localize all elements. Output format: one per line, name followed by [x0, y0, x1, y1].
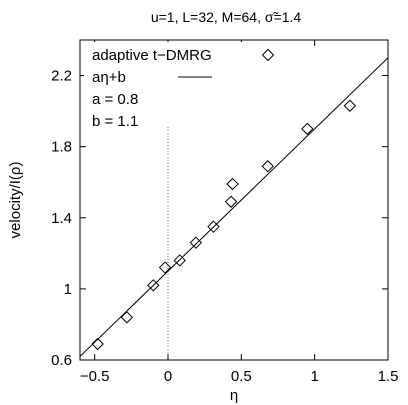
legend-entry-fit-label: aη+b [92, 69, 126, 86]
data-point [120, 311, 134, 324]
data-point [224, 195, 238, 208]
legend-dmrg-marker [261, 48, 275, 62]
plot-area [80, 40, 388, 360]
legend-box [84, 42, 284, 126]
data-point [147, 279, 160, 292]
y-tick-label: 0.6 [51, 352, 72, 369]
chart-title: u=1, L=32, M=64, σ̃=1.4 [151, 9, 302, 25]
data-point [189, 236, 203, 249]
y-tick-label: 1.4 [51, 210, 72, 227]
data-point [301, 122, 314, 136]
data-point [226, 177, 239, 191]
y-axis-label: velocity/I(ρ) [7, 162, 24, 239]
data-point [207, 220, 220, 233]
legend-entry-dmrg-label: adaptive t−DMRG [92, 47, 212, 64]
x-tick-label: 1.5 [378, 368, 399, 385]
data-point [173, 254, 186, 267]
y-tick-label: 1 [64, 281, 72, 298]
data-point [343, 99, 357, 112]
data-point [261, 160, 274, 173]
y-tick-label: 2.2 [51, 68, 72, 85]
x-tick-label: 0.5 [231, 368, 252, 385]
legend: adaptive t−DMRG aη+b a = 0.8 b = 1.1 [84, 42, 284, 130]
annotation-b: b = 1.1 [92, 113, 138, 130]
y-tick-label: 1.8 [51, 139, 72, 156]
x-tick-label: −0.5 [80, 368, 110, 385]
x-tick-label: 0 [164, 368, 172, 385]
annotation-a: a = 0.8 [92, 91, 138, 108]
data-point [91, 337, 104, 351]
data-point [158, 261, 172, 274]
fit-line [80, 57, 388, 357]
x-tick-label: 1 [310, 368, 318, 385]
x-axis-label: η [230, 387, 238, 404]
axis-ticks: −0.5 0 0.5 1 1.5 0.6 1 1.4 1.8 2.2 [51, 40, 398, 385]
plot-frame [79, 39, 389, 361]
